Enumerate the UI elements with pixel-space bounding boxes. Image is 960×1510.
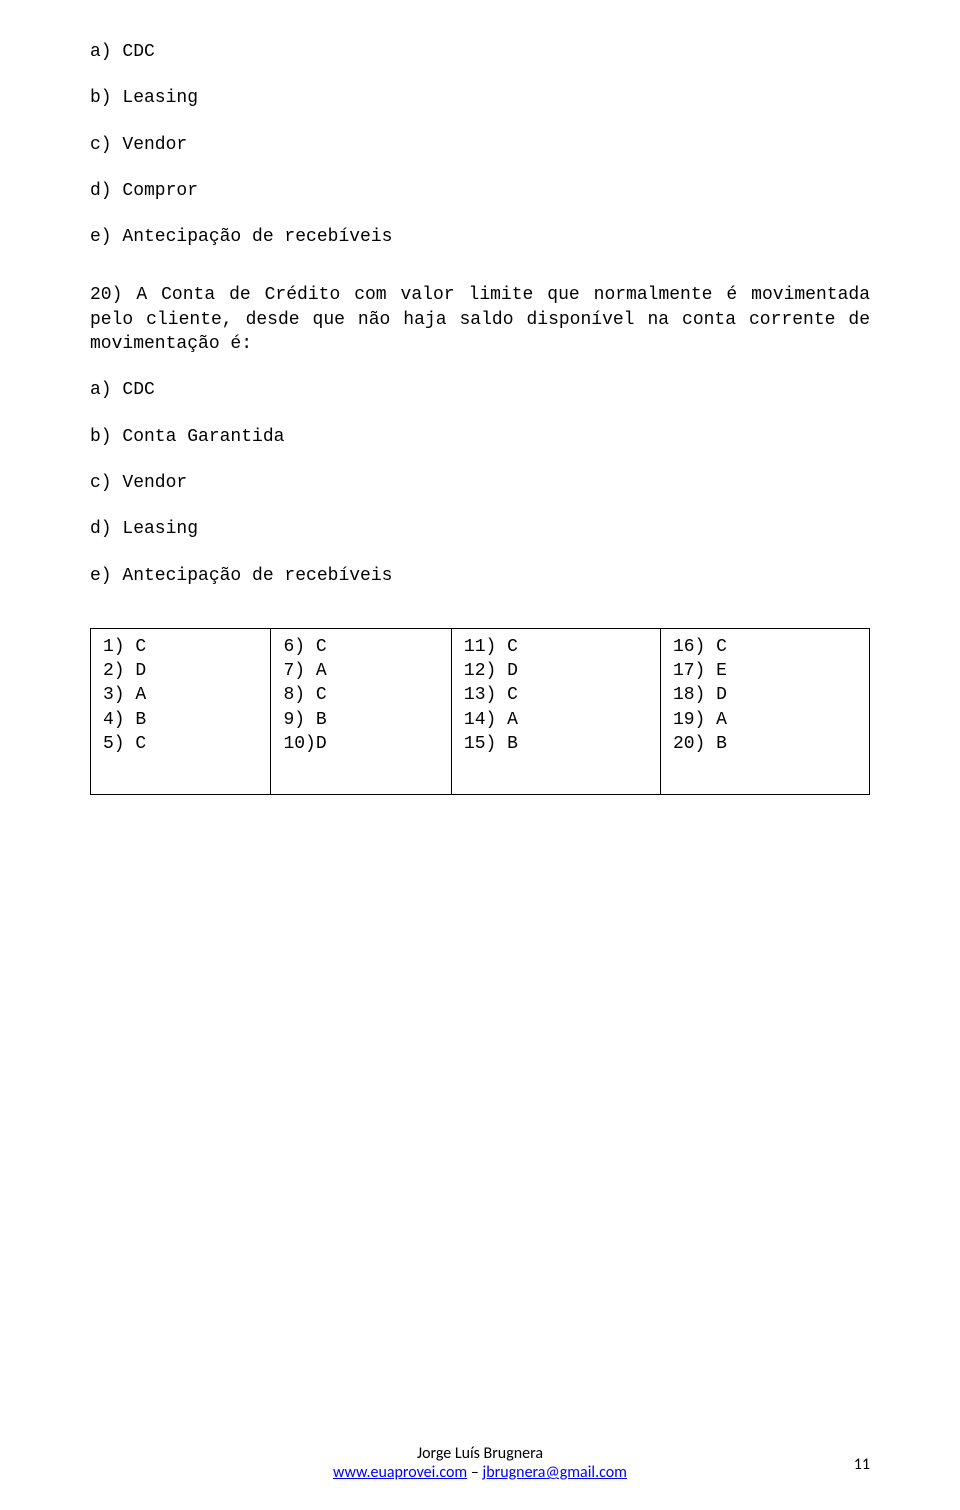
body: a) CDC b) Leasing c) Vendor d) Compror e… [90, 40, 870, 795]
option-d-top: d) Compror [90, 179, 870, 203]
answer-cell: 20) B [673, 732, 857, 756]
page-number: 11 [854, 1455, 870, 1474]
answer-cell: 15) B [464, 732, 648, 756]
option-c-top: c) Vendor [90, 133, 870, 157]
option-d-q20: d) Leasing [90, 517, 870, 541]
footer: Jorge Luís Brugnera www.euaprovei.com – … [0, 1444, 960, 1482]
answer-cell: 6) C [283, 635, 438, 659]
answer-cell: 3) A [103, 683, 258, 707]
option-e-top: e) Antecipação de recebíveis [90, 225, 870, 249]
answer-cell: 11) C [464, 635, 648, 659]
answer-cell: 10)D [283, 732, 438, 756]
answer-cell: 5) C [103, 732, 258, 756]
table-row: 1) C 2) D 3) A 4) B 5) C 6) C 7) A 8) C … [91, 628, 870, 794]
answer-cell: 2) D [103, 659, 258, 683]
answer-cell: 12) D [464, 659, 648, 683]
answer-cell: 8) C [283, 683, 438, 707]
answer-cell: 9) B [283, 708, 438, 732]
answer-cell: 4) B [103, 708, 258, 732]
answer-cell: 14) A [464, 708, 648, 732]
answer-cell: 1) C [103, 635, 258, 659]
answer-cell: 19) A [673, 708, 857, 732]
answer-cell: 17) E [673, 659, 857, 683]
answer-cell: 18) D [673, 683, 857, 707]
option-c-q20: c) Vendor [90, 471, 870, 495]
footer-site-link[interactable]: www.euaprovei.com [333, 1463, 467, 1482]
answers-table: 1) C 2) D 3) A 4) B 5) C 6) C 7) A 8) C … [90, 628, 870, 795]
option-e-q20: e) Antecipação de recebíveis [90, 564, 870, 588]
answers-col-2: 6) C 7) A 8) C 9) B 10)D [271, 628, 451, 794]
page: a) CDC b) Leasing c) Vendor d) Compror e… [0, 0, 960, 1510]
footer-author: Jorge Luís Brugnera [0, 1444, 960, 1463]
option-a-q20: a) CDC [90, 378, 870, 402]
footer-dash: – [467, 1463, 482, 1482]
answers-col-3: 11) C 12) D 13) C 14) A 15) B [451, 628, 660, 794]
answer-cell: 7) A [283, 659, 438, 683]
footer-email-link[interactable]: jbrugnera@gmail.com [482, 1463, 627, 1482]
answer-cell: 16) C [673, 635, 857, 659]
option-b-top: b) Leasing [90, 86, 870, 110]
answer-cell: 13) C [464, 683, 648, 707]
footer-links: www.euaprovei.com – jbrugnera@gmail.com [333, 1463, 627, 1482]
option-a-top: a) CDC [90, 40, 870, 64]
answers-col-1: 1) C 2) D 3) A 4) B 5) C [91, 628, 271, 794]
answers-col-4: 16) C 17) E 18) D 19) A 20) B [660, 628, 869, 794]
question-20: 20) A Conta de Crédito com valor limite … [90, 283, 870, 356]
option-b-q20: b) Conta Garantida [90, 425, 870, 449]
